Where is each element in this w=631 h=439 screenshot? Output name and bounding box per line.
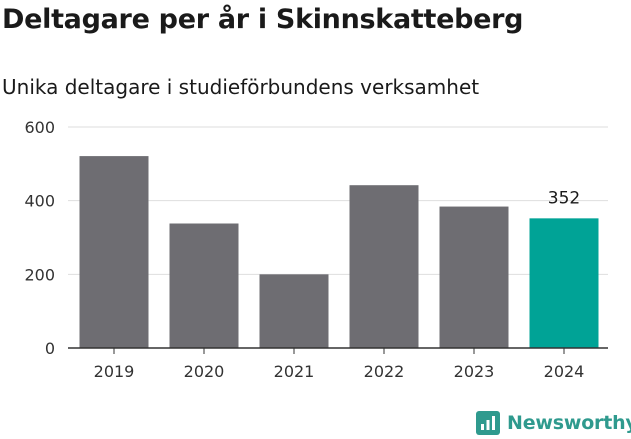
y-tick-label-600: 600 xyxy=(24,118,55,137)
bar-2019 xyxy=(79,156,149,348)
bar-2020 xyxy=(169,223,239,348)
bar-2024 xyxy=(529,218,599,348)
chart-subtitle: Unika deltagare i studieförbundens verks… xyxy=(2,75,480,99)
x-tick-label-2021: 2021 xyxy=(274,362,315,381)
brand-logo: Newsworthy xyxy=(476,408,631,438)
brand-name: Newsworthy xyxy=(507,412,631,434)
y-tick-label-0: 0 xyxy=(45,339,55,358)
x-tick-label-2022: 2022 xyxy=(364,362,405,381)
x-tick-label-2020: 2020 xyxy=(184,362,225,381)
data-label-2024: 352 xyxy=(548,188,580,208)
x-tick-label-2023: 2023 xyxy=(454,362,495,381)
chart-title: Deltagare per år i Skinnskatteberg xyxy=(2,4,524,35)
x-tick-label-2019: 2019 xyxy=(94,362,135,381)
bar-2022 xyxy=(349,185,419,348)
y-tick-label-200: 200 xyxy=(24,265,55,284)
x-tick-label-2024: 2024 xyxy=(544,362,585,381)
bar-2021 xyxy=(259,274,329,348)
newsworthy-logo-icon xyxy=(476,411,500,435)
y-tick-label-400: 400 xyxy=(24,192,55,211)
bar-2023 xyxy=(439,206,509,348)
